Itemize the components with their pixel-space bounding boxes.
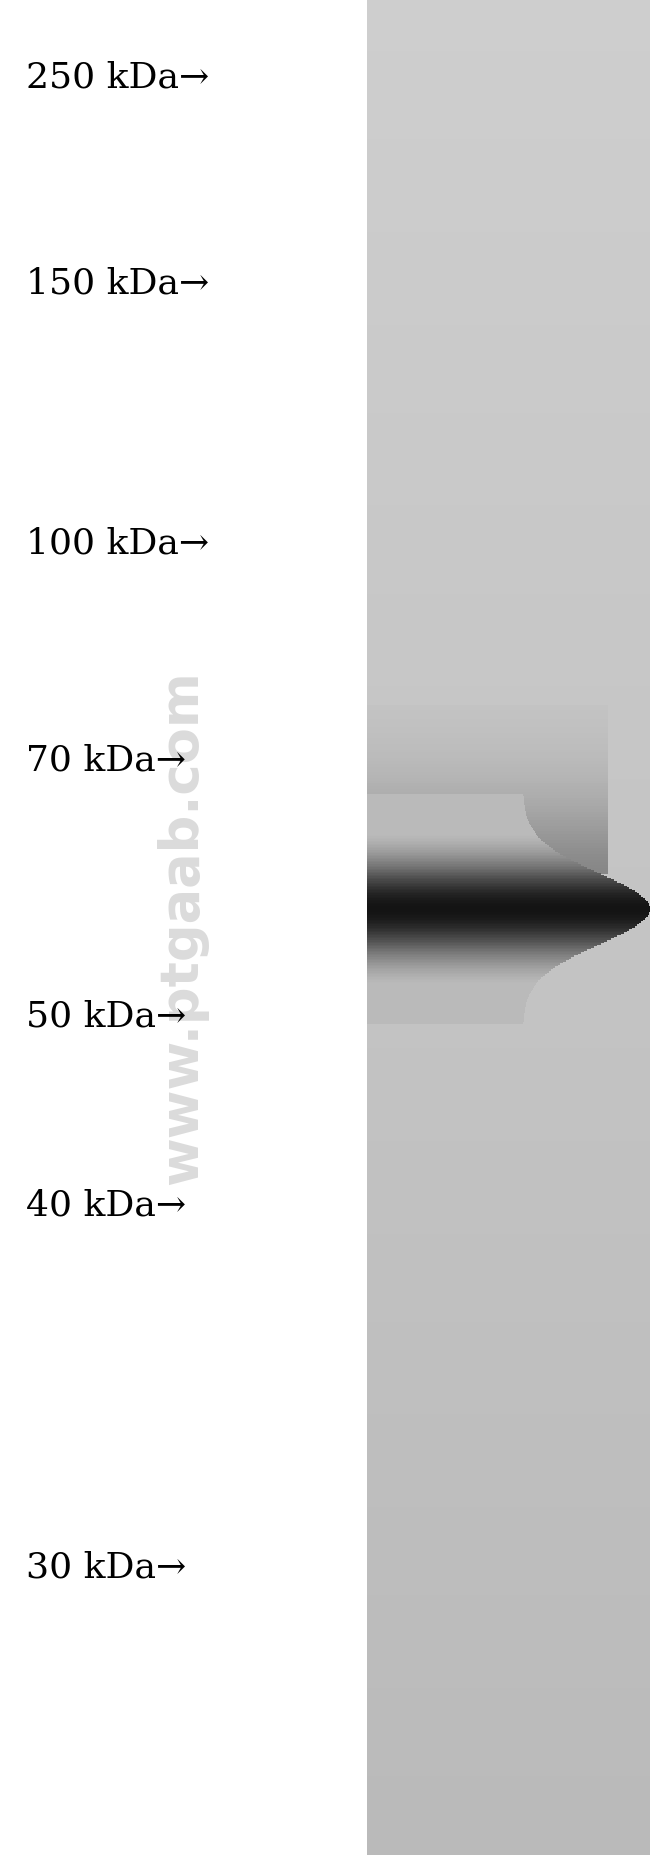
- Text: 70 kDa→: 70 kDa→: [26, 744, 186, 777]
- Text: 30 kDa→: 30 kDa→: [26, 1551, 187, 1584]
- Text: www.ptgaab.com: www.ptgaab.com: [156, 670, 208, 1185]
- Text: 50 kDa→: 50 kDa→: [26, 1000, 187, 1033]
- Text: 150 kDa→: 150 kDa→: [26, 267, 209, 301]
- Text: 100 kDa→: 100 kDa→: [26, 527, 209, 560]
- Text: 40 kDa→: 40 kDa→: [26, 1189, 186, 1222]
- Text: 250 kDa→: 250 kDa→: [26, 61, 209, 95]
